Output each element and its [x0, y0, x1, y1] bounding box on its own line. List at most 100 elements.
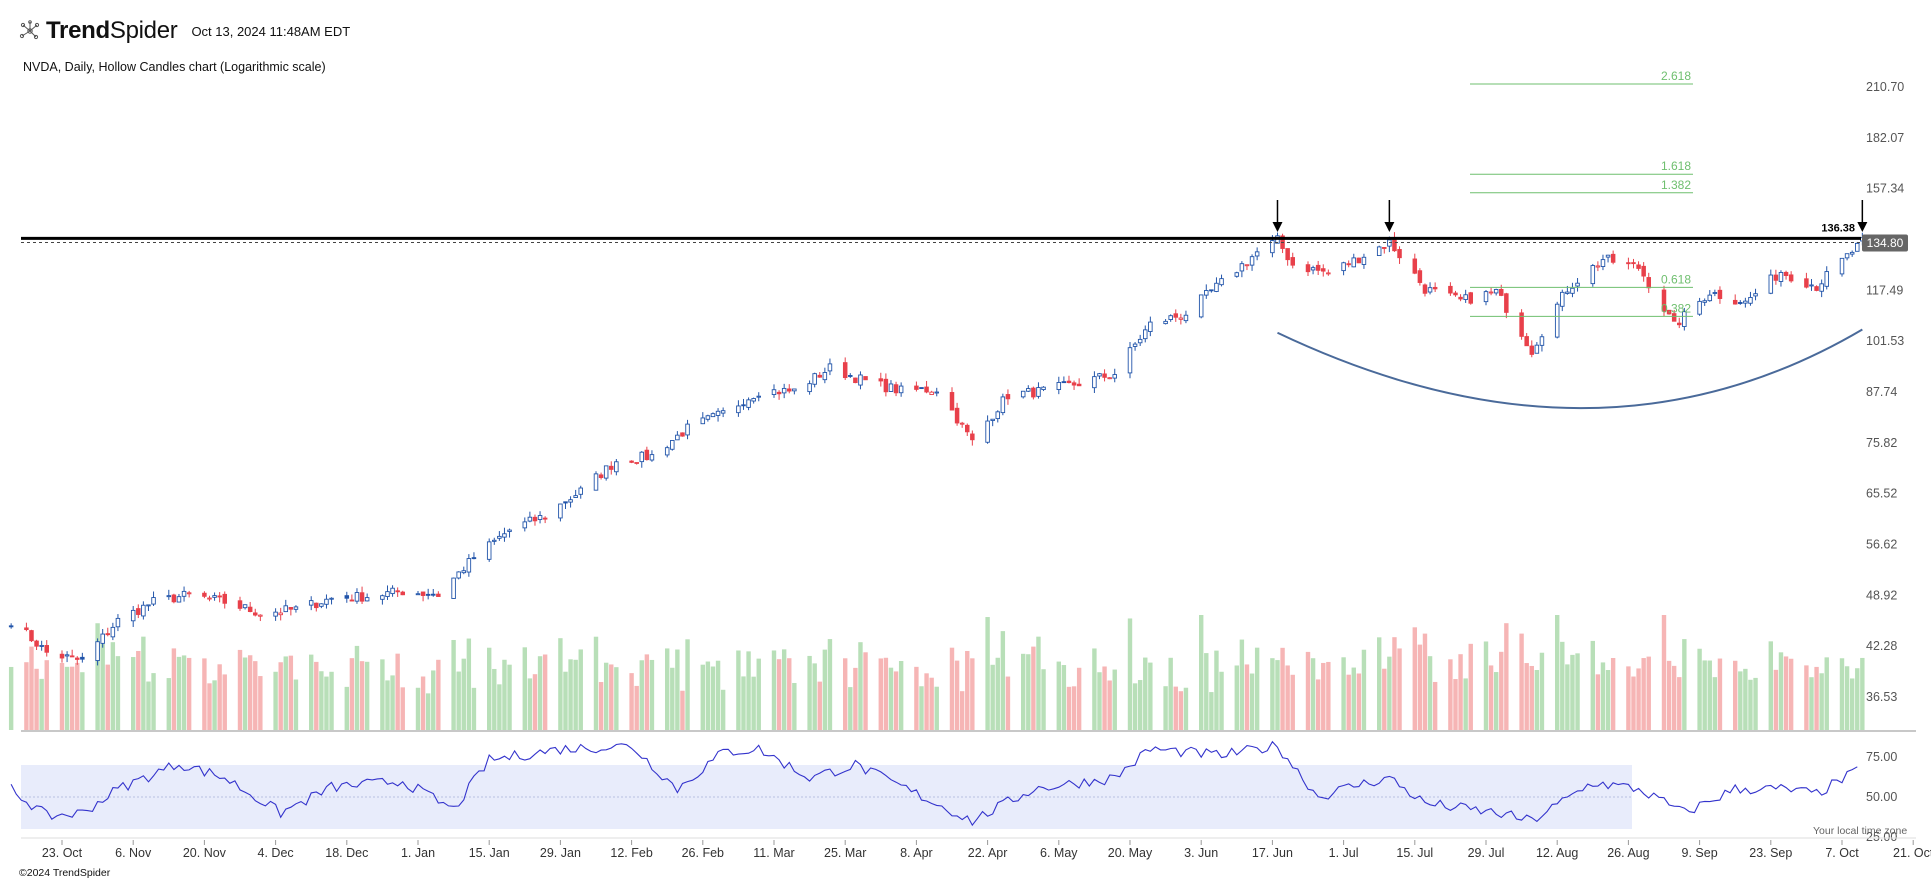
volume-bar	[1448, 659, 1453, 730]
volume-bar	[202, 658, 207, 730]
candle-body	[527, 516, 533, 522]
volume-bar	[970, 658, 975, 730]
candle-body	[1290, 257, 1295, 266]
down-arrowhead-icon	[1272, 222, 1283, 232]
candle-body	[1397, 249, 1402, 259]
volume-bar	[1641, 658, 1646, 730]
candle-body	[1427, 287, 1433, 293]
candle-body	[710, 413, 716, 418]
candle-body	[680, 432, 685, 437]
volume-bar	[1849, 678, 1855, 730]
candle-body	[1671, 313, 1677, 322]
volume-bar	[736, 650, 741, 730]
candle-body	[1529, 345, 1535, 355]
candle-body	[807, 383, 812, 393]
last-price-tag: 134.80	[1862, 234, 1908, 252]
candle-body	[420, 591, 426, 596]
candle-body	[349, 599, 355, 602]
candle-body	[1305, 264, 1311, 273]
volume-bar	[461, 658, 466, 730]
candle-body	[1005, 394, 1011, 400]
volume-bar	[1143, 657, 1148, 730]
volume-bar	[542, 654, 548, 730]
fib-label: 1.382	[1661, 178, 1691, 192]
candle-body	[1626, 262, 1631, 265]
candle-body	[990, 418, 995, 421]
candle-body	[1575, 282, 1580, 287]
date-tick-label: 18. Dec	[325, 846, 368, 860]
volume-bar	[1697, 648, 1702, 730]
volume-bar	[1346, 674, 1351, 730]
volume-bar	[949, 647, 955, 730]
volume-bar	[1738, 671, 1743, 730]
volume-bar	[176, 656, 182, 730]
candle-body	[1610, 253, 1616, 263]
volume-bar	[1356, 673, 1362, 730]
volume-bar	[1112, 669, 1117, 730]
candle-body	[1783, 271, 1789, 276]
volume-bar	[639, 660, 644, 730]
volume-bar	[75, 662, 80, 730]
candle-body	[436, 593, 441, 597]
candle-body	[95, 641, 100, 661]
volume-bar	[1702, 660, 1707, 730]
candle-body	[1310, 267, 1316, 271]
price-tick-label: 117.49	[1866, 283, 1903, 297]
candle-body	[827, 363, 833, 372]
volume-bar	[24, 662, 29, 730]
volume-bar	[898, 661, 904, 730]
resistance-label: 136.38	[1821, 222, 1855, 234]
date-tick-label: 22. Apr	[968, 846, 1008, 860]
timezone-label[interactable]: Your local time zone	[1813, 825, 1908, 837]
volume-bar	[497, 684, 502, 730]
date-tick-label: 3. Jun	[1184, 846, 1218, 860]
volume-bar	[1788, 658, 1794, 730]
volume-bar	[853, 667, 858, 730]
volume-bar	[273, 671, 278, 730]
volume-bar	[1524, 663, 1529, 730]
candle-body	[425, 593, 431, 596]
volume-bar	[1519, 633, 1524, 730]
volume-bar	[756, 658, 761, 730]
volume-bar	[1661, 615, 1667, 730]
volume-bar	[1565, 664, 1570, 730]
volume-bar	[1204, 653, 1209, 730]
candle-body	[746, 399, 751, 408]
candle-body	[502, 533, 507, 538]
price-axis: 210.70182.07157.34135.95117.49101.5387.7…	[1866, 80, 1904, 704]
volume-bar	[1244, 664, 1250, 730]
volume-bar	[609, 664, 614, 730]
candle-body	[1488, 291, 1494, 294]
volume-bar	[380, 659, 385, 730]
volume-bar	[80, 672, 85, 730]
candle-body	[858, 374, 863, 386]
candle-body	[1453, 292, 1458, 296]
last-price-tag-bg	[1862, 234, 1908, 252]
fib-label: 0.382	[1661, 301, 1691, 315]
cup-pattern-curve	[1277, 328, 1863, 410]
volume-bar	[253, 661, 258, 730]
candle-body	[863, 376, 868, 381]
candle-body	[364, 597, 370, 602]
candle-body	[1020, 390, 1026, 398]
candle-body	[720, 410, 726, 414]
candle-body	[1600, 259, 1606, 267]
volume-bar	[69, 666, 75, 730]
volume-bar	[1468, 643, 1473, 730]
candle-body	[644, 449, 650, 461]
candle-body	[649, 454, 655, 461]
candle-body	[924, 386, 929, 393]
volume-bar	[1021, 653, 1026, 730]
volume-bar	[1753, 677, 1758, 730]
volume-bar	[329, 671, 334, 730]
candle-body	[1163, 320, 1168, 325]
candle-body	[1570, 287, 1575, 294]
candle-body	[105, 633, 111, 636]
volume-bar	[1066, 686, 1072, 730]
candle-body	[1590, 265, 1596, 285]
date-tick-label: 25. Mar	[824, 846, 866, 860]
volume-bar	[151, 673, 156, 730]
volume-bar	[1310, 658, 1316, 730]
volume-bar	[105, 664, 110, 730]
